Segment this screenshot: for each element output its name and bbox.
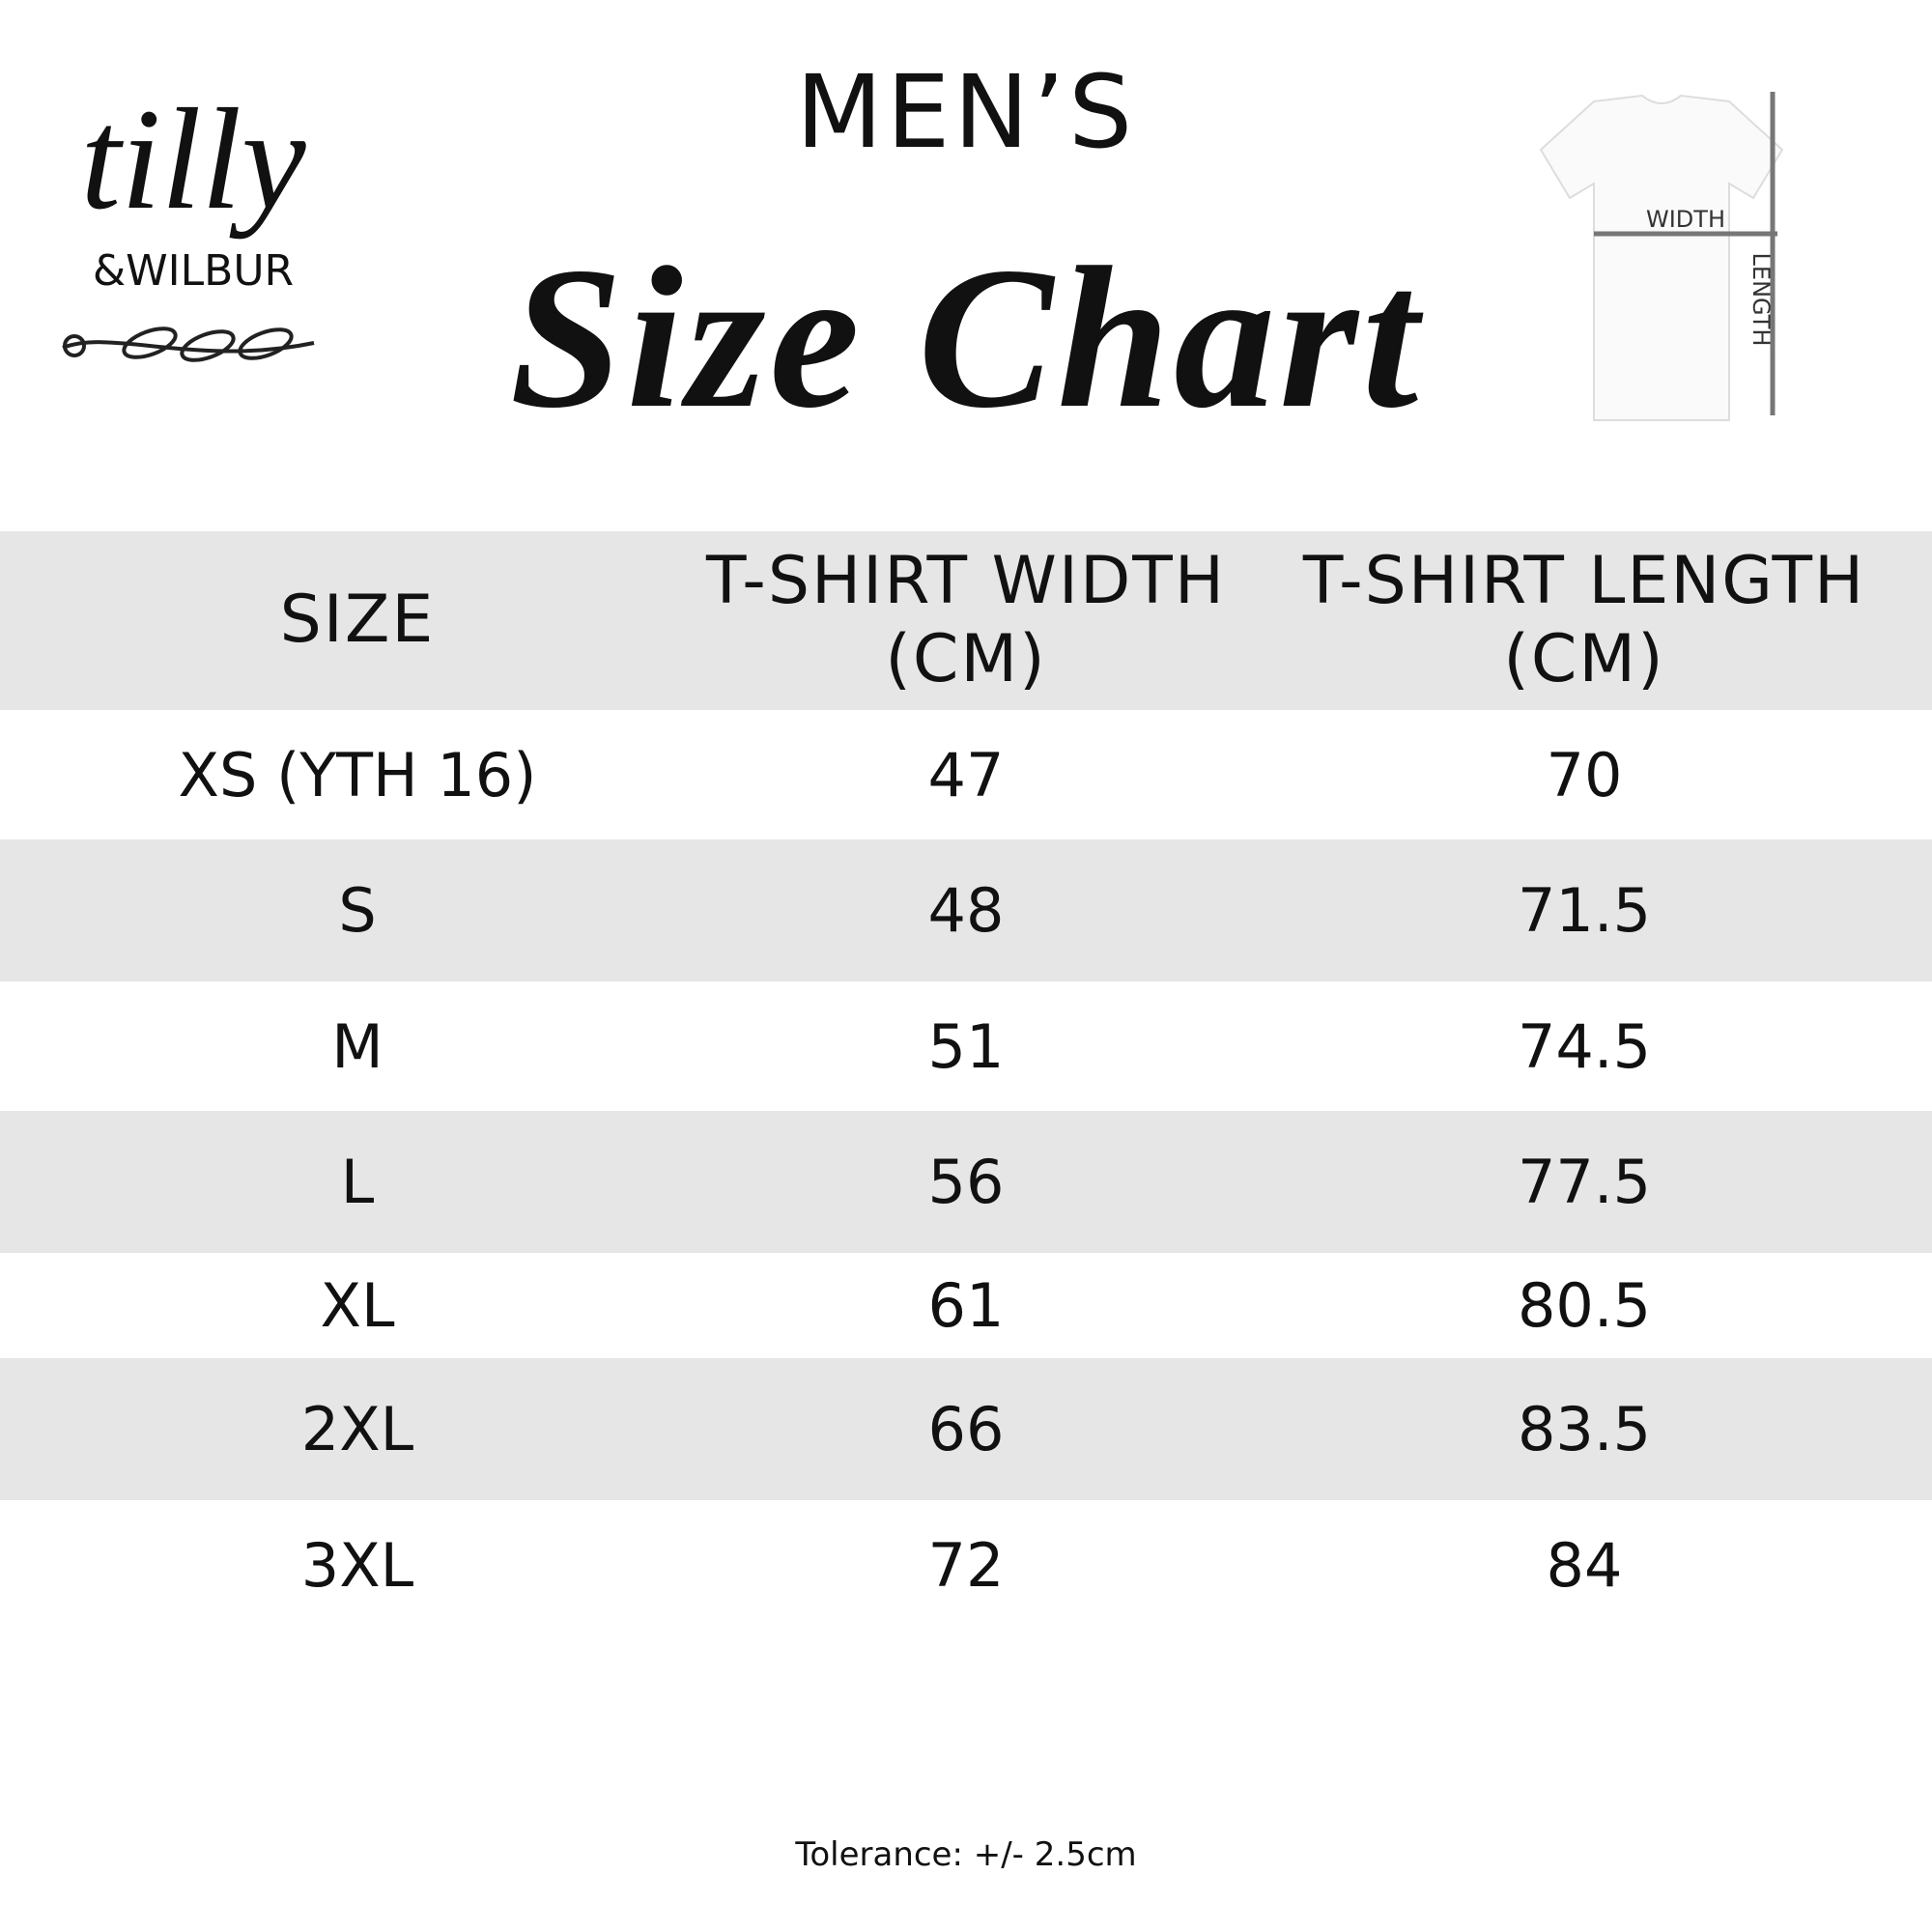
cell: 71.5 bbox=[1517, 875, 1652, 946]
cell: 66 bbox=[927, 1394, 1005, 1464]
width-label: WIDTH bbox=[1646, 206, 1725, 233]
table-row: M 51 74.5 bbox=[0, 981, 1932, 1111]
cell: 56 bbox=[927, 1147, 1005, 1217]
cell: S bbox=[338, 875, 377, 946]
header-row: SIZE T-SHIRT WIDTH (CM) T-SHIRT LENGTH (CM… bbox=[0, 531, 1932, 710]
table-row: S 48 71.5 bbox=[0, 839, 1932, 981]
title: Size Chart bbox=[509, 226, 1423, 450]
cell: SIZE bbox=[279, 582, 436, 659]
cell: 2XL bbox=[300, 1394, 414, 1464]
logo-leaves bbox=[62, 327, 315, 362]
cell: 48 bbox=[927, 875, 1005, 946]
cell: XS (YTH 16) bbox=[178, 739, 537, 810]
cell: 84 bbox=[1546, 1529, 1623, 1601]
cell: 83.5 bbox=[1517, 1394, 1652, 1464]
table-row: XL 61 80.5 bbox=[0, 1253, 1932, 1358]
table-row: 3XL 72 84 bbox=[0, 1500, 1932, 1630]
cell: M bbox=[331, 1010, 384, 1082]
tshirt-diagram: WIDTH LENGTH bbox=[1539, 92, 1784, 421]
cell: 77.5 bbox=[1517, 1147, 1652, 1217]
table-row: XS (YTH 16) 47 70 bbox=[0, 710, 1932, 839]
cell: 70 bbox=[1546, 739, 1623, 810]
length-label: LENGTH bbox=[1747, 253, 1775, 347]
cell: 3XL bbox=[300, 1529, 414, 1601]
cell: T-SHIRT LENGTH (CM) bbox=[1302, 543, 1866, 697]
cell: 61 bbox=[927, 1270, 1005, 1341]
cell: T-SHIRT WIDTH (CM) bbox=[706, 543, 1226, 697]
cell: 72 bbox=[927, 1529, 1005, 1601]
cell: 80.5 bbox=[1517, 1270, 1652, 1341]
cell: 51 bbox=[927, 1010, 1005, 1082]
table-row: 2XL 66 83.5 bbox=[0, 1358, 1932, 1500]
logo-subname: &WILBUR bbox=[92, 246, 295, 296]
eyebrow: MEN’S bbox=[795, 53, 1137, 171]
table-row: L 56 77.5 bbox=[0, 1111, 1932, 1253]
cell: L bbox=[340, 1147, 375, 1217]
logo-name: tilly bbox=[80, 79, 306, 240]
cell: 74.5 bbox=[1517, 1010, 1652, 1082]
tolerance-note: Tolerance: +/- 2.5cm bbox=[795, 1835, 1137, 1874]
cell: XL bbox=[320, 1270, 395, 1341]
cell: 47 bbox=[927, 739, 1005, 810]
